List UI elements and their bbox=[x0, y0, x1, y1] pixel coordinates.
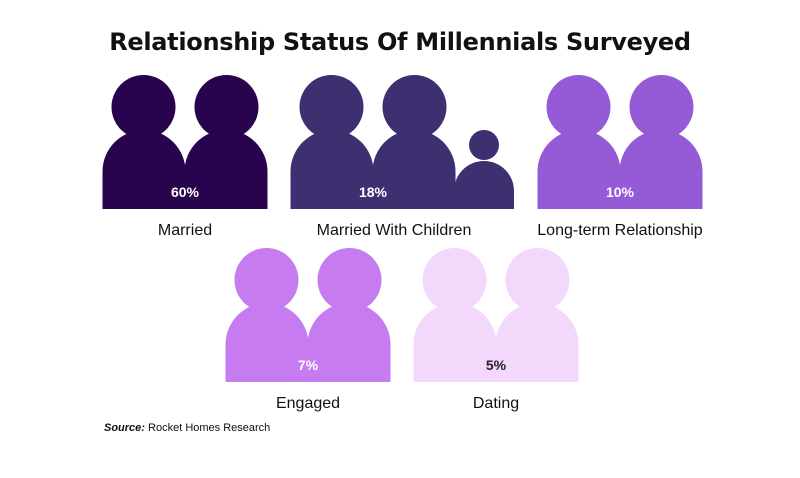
person-body-right bbox=[184, 130, 268, 209]
value-label: 5% bbox=[486, 357, 507, 373]
category-label: Married With Children bbox=[317, 222, 472, 239]
category-label: Long-term Relationship bbox=[537, 222, 703, 239]
person-head-left bbox=[111, 75, 176, 139]
person-head-left bbox=[299, 75, 364, 139]
person-head-right bbox=[629, 75, 694, 139]
person-body-left bbox=[537, 129, 621, 209]
category-label: Dating bbox=[473, 395, 519, 412]
value-label: 60% bbox=[171, 184, 200, 200]
person-head-left bbox=[422, 248, 487, 312]
person-body-right bbox=[307, 303, 391, 382]
person-body-left bbox=[102, 130, 186, 209]
category-label: Engaged bbox=[276, 395, 340, 412]
person-group-3: 10% Long-term Relationship bbox=[537, 75, 703, 239]
person-body-right bbox=[495, 303, 579, 382]
person-group-5: 5% Dating bbox=[413, 248, 579, 412]
person-body-right bbox=[619, 130, 703, 209]
source-label: Source: bbox=[104, 422, 145, 434]
person-head-left bbox=[234, 248, 299, 312]
person-body-left bbox=[290, 129, 374, 209]
person-head-right bbox=[505, 248, 570, 312]
category-label: Married bbox=[158, 222, 212, 239]
value-label: 7% bbox=[298, 357, 319, 373]
person-head-right bbox=[382, 75, 447, 139]
person-group-1: 60% Married bbox=[102, 75, 268, 239]
value-label: 18% bbox=[359, 184, 388, 200]
chart-title: Relationship Status Of Millennials Surve… bbox=[109, 28, 691, 56]
child-body bbox=[454, 161, 514, 209]
person-body-left bbox=[225, 303, 309, 382]
person-group-4: 7% Engaged bbox=[225, 248, 391, 412]
person-body-right bbox=[372, 129, 456, 209]
person-body-left bbox=[413, 303, 497, 382]
value-label: 10% bbox=[606, 184, 635, 200]
child-head bbox=[469, 130, 499, 160]
person-head-left bbox=[546, 75, 611, 139]
source-note: Source: Rocket Homes Research bbox=[104, 422, 270, 434]
person-head-right bbox=[194, 75, 259, 139]
person-group-2: 18% Married With Children bbox=[290, 75, 514, 239]
source-text: Rocket Homes Research bbox=[148, 422, 271, 434]
person-head-right bbox=[317, 248, 382, 312]
